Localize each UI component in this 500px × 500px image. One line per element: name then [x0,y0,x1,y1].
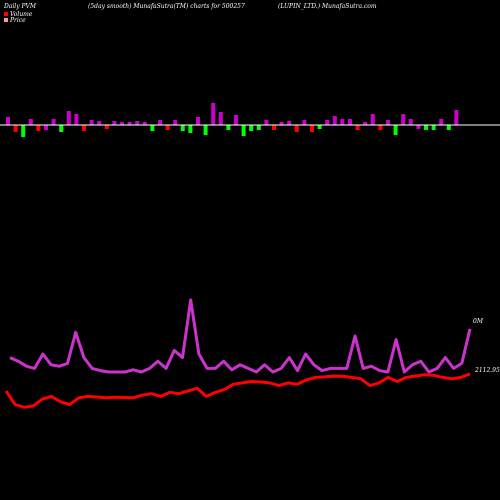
volume-bar [348,119,352,125]
volume-bar [408,119,413,125]
volume-bar [6,117,10,125]
volume-bar [180,125,185,131]
volume-bar [165,125,170,130]
volume-bar [249,125,254,131]
volume-bar [317,125,322,129]
volume-bar [74,114,79,125]
legend-volume-swatch [4,12,8,16]
volume-bar [36,125,41,131]
volume-bar [82,125,86,131]
chart-title-left: Daily PVM [3,3,37,10]
volume-bar [234,115,238,125]
volume-bar [66,111,71,125]
volume-bar [325,120,330,125]
volume-bar [416,125,421,129]
volume-bar [211,103,216,125]
legend-price-label: Price [9,17,26,24]
volume-bar [310,125,314,132]
volume-bar [120,122,124,125]
volume-bar [332,116,337,125]
volume-bar [424,125,428,130]
volume-bar [340,119,345,125]
volume-bar [150,125,155,131]
volume-bars [6,103,459,137]
volume-bar [173,120,178,125]
volume-bar [135,121,140,125]
volume-bar [203,125,208,135]
volume-bar [226,125,231,130]
volume-bar [272,125,276,130]
price-line [4,372,471,409]
volume-bar [97,121,102,125]
legend-price-swatch [4,18,8,22]
volume-bar [294,125,299,132]
volume-bar [196,117,200,125]
volume-bar [393,125,398,135]
volume-bar [454,110,459,125]
volume-line [9,298,472,374]
volume-bar [21,125,26,137]
volume-bar [302,120,307,125]
price-value-label: 2112.95 [474,367,500,374]
volume-bar [355,125,360,130]
volume-bar [439,119,444,125]
volume-bar [104,125,109,129]
volume-bar [28,119,33,125]
volume-bar [363,122,368,125]
volume-bar [279,122,284,125]
chart-title-right: (LUPIN_LTD.) MunafaSutra.com [278,3,377,10]
volume-bar [59,125,64,132]
volume-bar [89,120,94,125]
volume-bar [188,125,193,133]
volume-bar [446,125,451,130]
volume-bar [142,122,147,125]
volume-bar [378,125,383,130]
volume-bar [431,125,436,130]
volume-bar [386,120,390,125]
volume-bar [218,112,223,125]
chart-title-center: (5day smooth) MunafaSutra(TM) charts for… [88,3,245,10]
volume-bar [13,125,18,132]
volume-bar [370,114,375,125]
volume-bar [287,121,292,125]
volume-bar [127,122,132,125]
volume-bar [44,125,48,130]
volume-bar [401,114,406,125]
legend-volume-label: Volume [10,11,33,18]
volume-bar [51,119,56,125]
volume-bar [112,121,117,125]
volume-bar [241,125,246,136]
volume-bar [264,120,269,125]
volume-bar [256,125,261,130]
volume-value-label: 0M [473,318,484,325]
volume-bar [158,120,162,125]
